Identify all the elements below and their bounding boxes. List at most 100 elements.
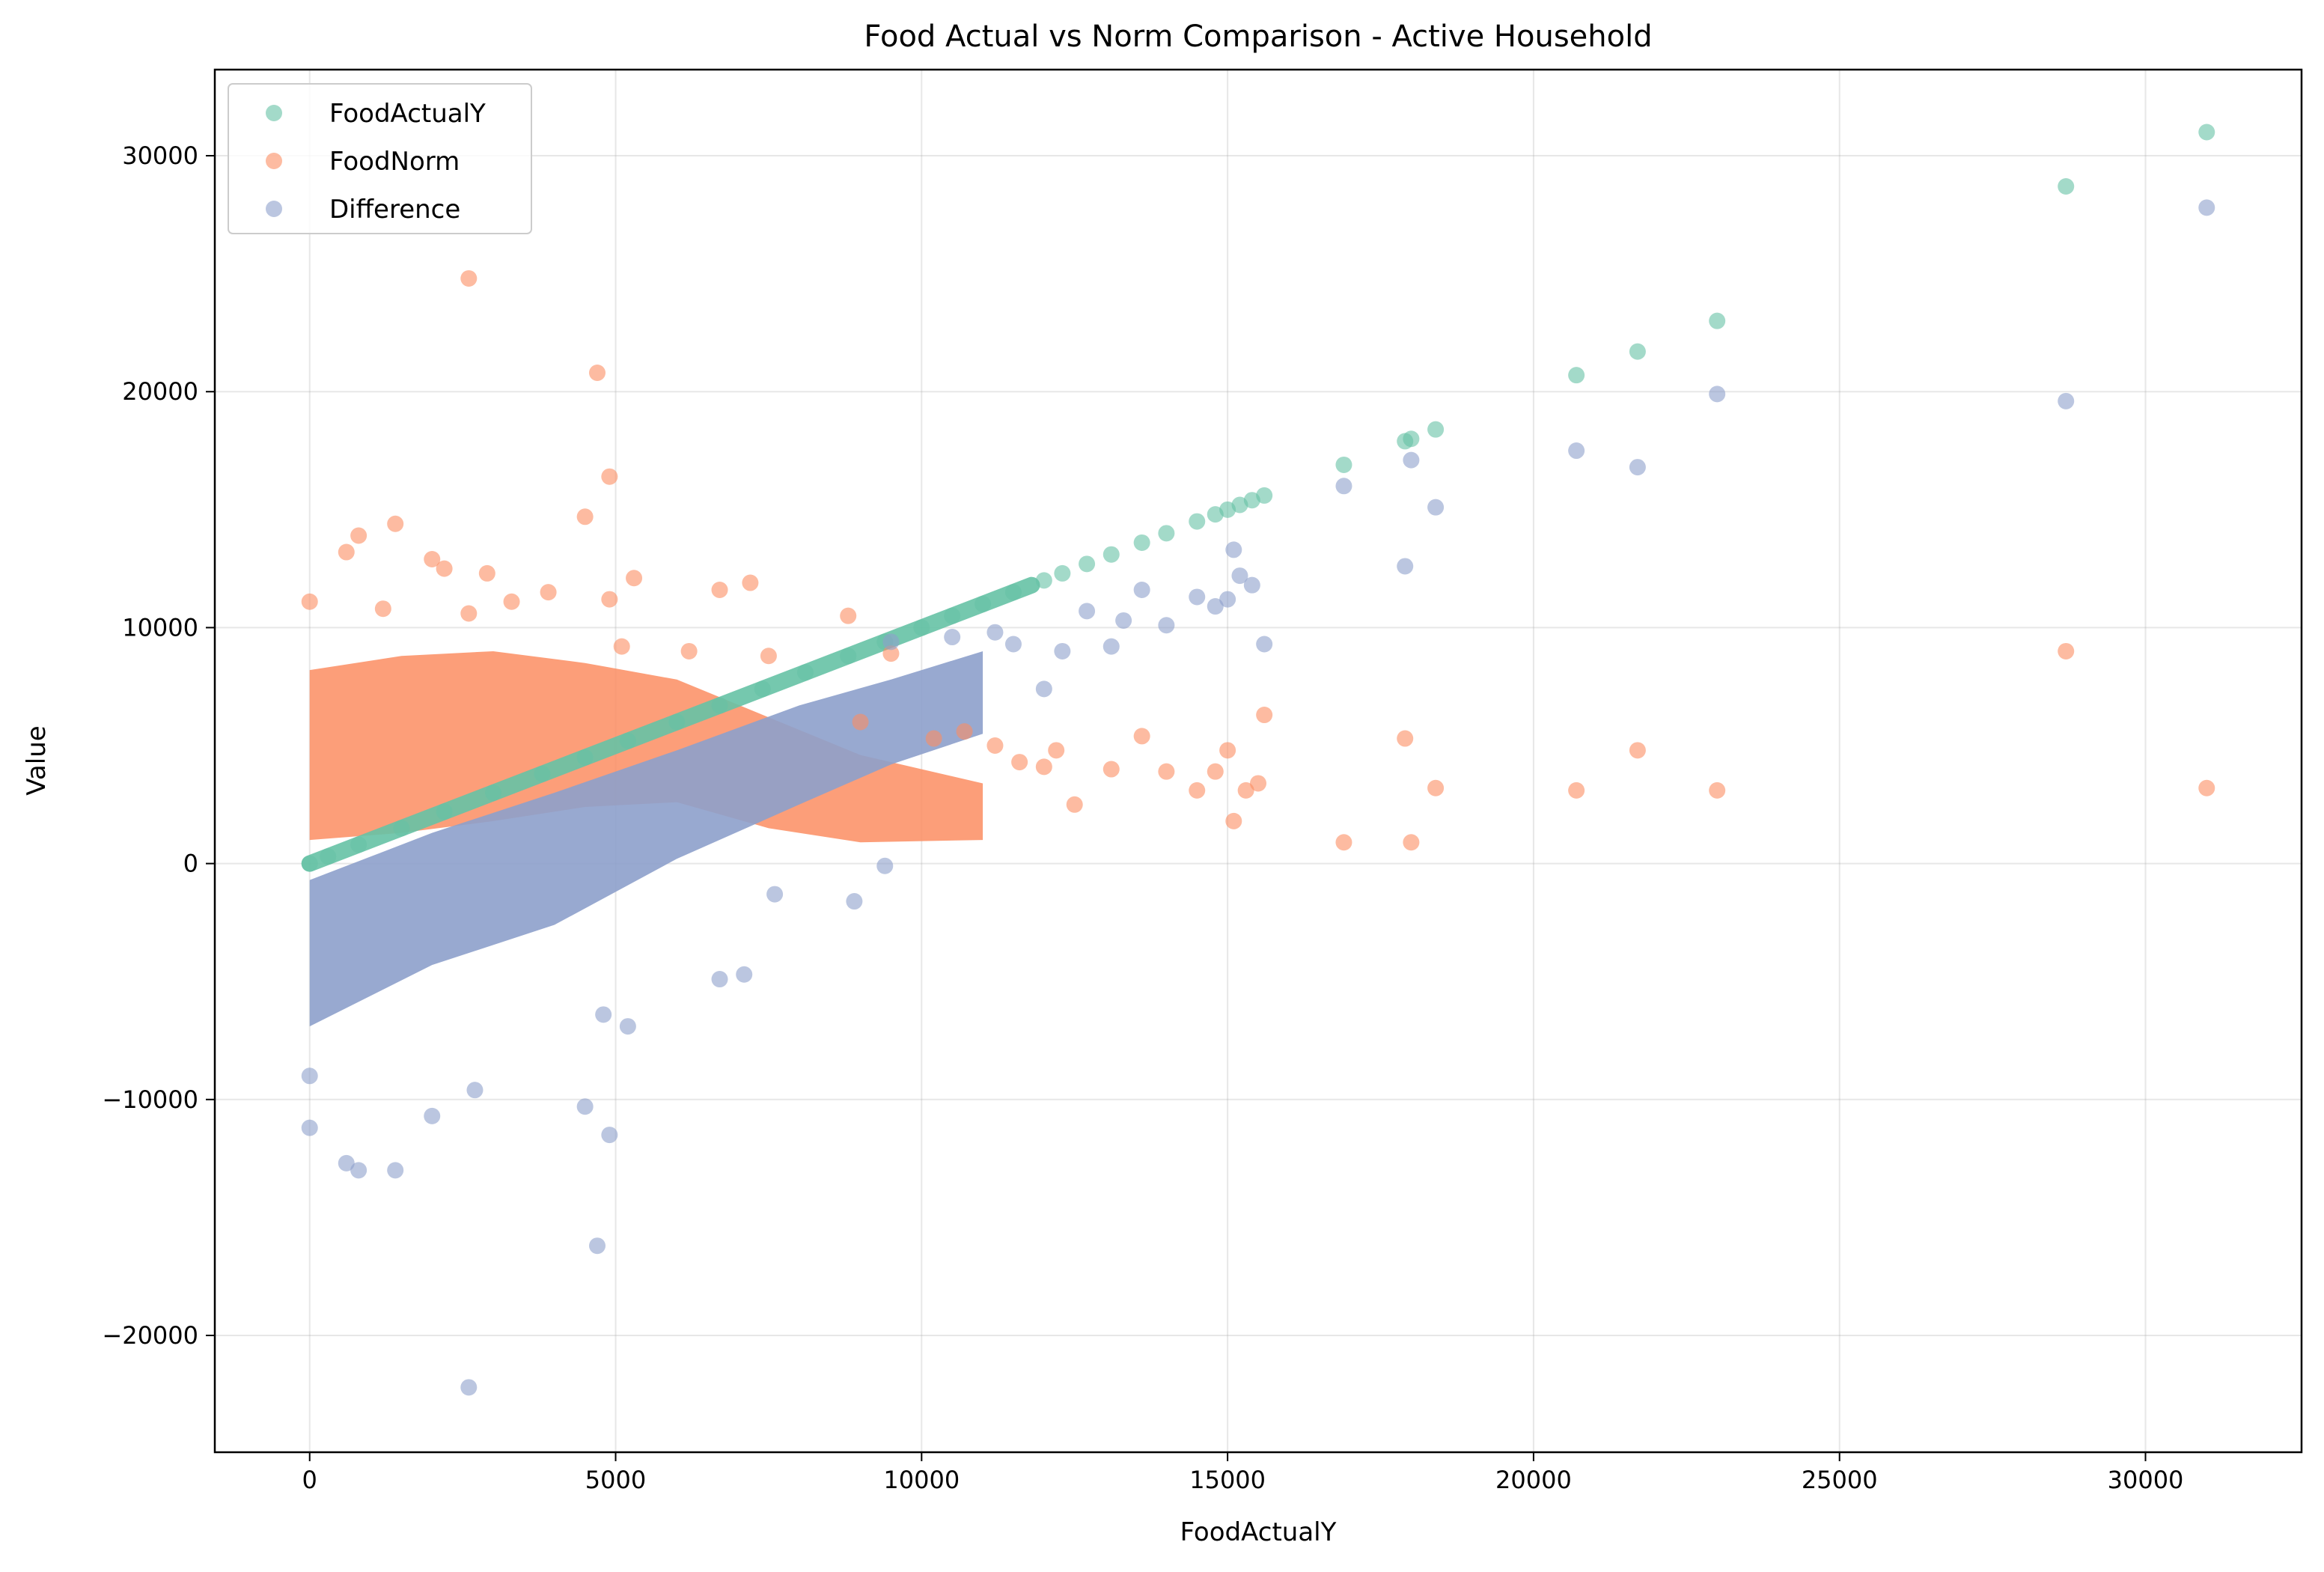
point-Difference-13 [711, 971, 728, 988]
point-FoodActualY-17 [975, 595, 992, 612]
point-FoodNorm-24 [852, 713, 869, 731]
y-axis: −20000 −10000 0 10000 20000 30000 [102, 141, 215, 1350]
point-FoodNorm-3 [576, 508, 594, 525]
point-Difference-12 [595, 1006, 612, 1023]
point-FoodActualY-5 [485, 785, 502, 802]
point-FoodActualY-1 [320, 848, 337, 865]
point-FoodNorm-29 [1035, 758, 1052, 776]
point-Difference-9 [466, 1082, 484, 1099]
point-FoodNorm-18 [460, 605, 478, 622]
point-Difference-29 [1189, 588, 1206, 606]
point-FoodNorm-22 [760, 648, 777, 665]
point-Difference-0 [460, 1379, 478, 1396]
point-Difference-17 [876, 857, 894, 874]
point-FoodNorm-42 [1335, 834, 1352, 851]
point-FoodNorm-34 [1158, 763, 1175, 780]
point-Difference-6 [350, 1162, 367, 1179]
point-FoodNorm-16 [503, 593, 520, 610]
point-FoodNorm-40 [1250, 775, 1266, 792]
point-FoodActualY-25 [1189, 513, 1206, 530]
point-FoodNorm-49 [2058, 642, 2075, 659]
point-FoodNorm-44 [1403, 834, 1420, 851]
point-FoodNorm-31 [1066, 796, 1083, 813]
point-Difference-34 [1243, 576, 1260, 594]
point-FoodNorm-25 [925, 730, 942, 747]
point-FoodNorm-11 [742, 574, 759, 591]
point-FoodActualY-30 [1256, 487, 1273, 504]
point-FoodNorm-13 [540, 584, 557, 601]
plot-frame [213, 68, 2303, 1454]
point-FoodActualY-24 [1158, 525, 1175, 542]
legend-label-FoodActualY: FoodActualY [329, 99, 486, 129]
point-Difference-35 [1256, 636, 1273, 653]
point-FoodNorm-43 [1397, 730, 1414, 747]
point-FoodActualY-21 [1079, 555, 1096, 573]
point-FoodActualY-6 [534, 765, 551, 782]
point-FoodActualY-36 [1629, 343, 1646, 360]
point-FoodNorm-14 [601, 591, 618, 608]
legend-marker-FoodActualY [266, 105, 282, 121]
point-Difference-41 [1629, 459, 1646, 476]
difference-density-band [309, 651, 983, 1027]
y-tick-label-3: 10000 [122, 613, 198, 642]
point-FoodNorm-38 [1225, 812, 1242, 829]
point-Difference-4 [576, 1098, 594, 1115]
point-Difference-27 [1133, 581, 1150, 598]
point-Difference-1 [588, 1237, 606, 1255]
point-FoodNorm-19 [840, 607, 857, 624]
point-FoodNorm-47 [1629, 742, 1646, 759]
x-tick-label-3: 15000 [1189, 1466, 1266, 1494]
point-FoodActualY-33 [1403, 430, 1420, 448]
point-FoodActualY-12 [796, 664, 814, 681]
point-FoodActualY-18 [1004, 584, 1022, 601]
point-FoodNorm-15 [301, 593, 318, 610]
point-FoodActualY-19 [1035, 572, 1052, 589]
point-FoodActualY-11 [754, 680, 771, 698]
point-FoodNorm-48 [1709, 782, 1726, 799]
point-Difference-22 [1035, 680, 1052, 698]
point-Difference-21 [1004, 636, 1022, 653]
y-tick-label-2: 0 [183, 850, 198, 878]
point-Difference-33 [1231, 567, 1248, 585]
point-FoodNorm-23 [882, 645, 900, 662]
point-Difference-26 [1115, 612, 1132, 629]
point-FoodActualY-20 [1054, 564, 1071, 582]
point-FoodActualY-7 [576, 749, 594, 766]
legend-box [228, 83, 532, 234]
x-tick-label-6: 30000 [2108, 1466, 2184, 1494]
point-FoodNorm-35 [1189, 782, 1206, 799]
point-FoodActualY-31 [1335, 456, 1352, 473]
scatter-points [301, 124, 2215, 1396]
point-FoodNorm-45 [1427, 779, 1445, 796]
point-Difference-42 [1709, 386, 1726, 403]
point-Difference-38 [1403, 451, 1420, 469]
point-FoodNorm-9 [478, 564, 495, 582]
point-FoodNorm-32 [1102, 761, 1120, 778]
point-Difference-30 [1207, 598, 1224, 615]
point-Difference-16 [846, 893, 863, 910]
point-FoodActualY-2 [350, 836, 367, 853]
series-Difference [301, 199, 2215, 1396]
point-FoodActualY-3 [393, 820, 410, 837]
point-FoodActualY-16 [944, 607, 961, 624]
x-tick-label-0: 0 [302, 1466, 317, 1494]
y-tick-label-5: 30000 [122, 141, 198, 170]
point-FoodNorm-0 [460, 269, 478, 287]
y-tick-label-0: −20000 [102, 1321, 198, 1350]
legend-marker-FoodNorm [266, 153, 282, 169]
point-FoodNorm-21 [680, 642, 698, 659]
point-Difference-5 [387, 1162, 404, 1179]
point-FoodNorm-20 [613, 638, 630, 655]
x-tick-label-1: 5000 [585, 1466, 646, 1494]
point-FoodNorm-28 [1011, 754, 1028, 771]
point-FoodNorm-5 [350, 527, 367, 544]
point-FoodNorm-8 [436, 560, 453, 577]
point-Difference-39 [1427, 499, 1445, 516]
point-FoodNorm-7 [424, 551, 441, 568]
point-Difference-44 [2198, 199, 2215, 216]
x-axis: 0 5000 10000 15000 20000 25000 30000 [302, 1452, 2184, 1494]
point-Difference-18 [882, 633, 900, 651]
point-FoodNorm-1 [588, 365, 606, 382]
point-Difference-10 [301, 1067, 318, 1085]
point-FoodActualY-39 [2198, 124, 2215, 141]
